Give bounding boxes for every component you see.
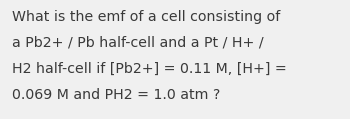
Text: What is the emf of a cell consisting of: What is the emf of a cell consisting of [12, 10, 280, 24]
Text: H2 half-cell if [Pb2+] = 0.11 M, [H+] =: H2 half-cell if [Pb2+] = 0.11 M, [H+] = [12, 62, 287, 76]
Text: a Pb2+ / Pb half-cell and a Pt / H+ /: a Pb2+ / Pb half-cell and a Pt / H+ / [12, 36, 264, 50]
Text: 0.069 M and PH2 = 1.0 atm ?: 0.069 M and PH2 = 1.0 atm ? [12, 88, 220, 102]
